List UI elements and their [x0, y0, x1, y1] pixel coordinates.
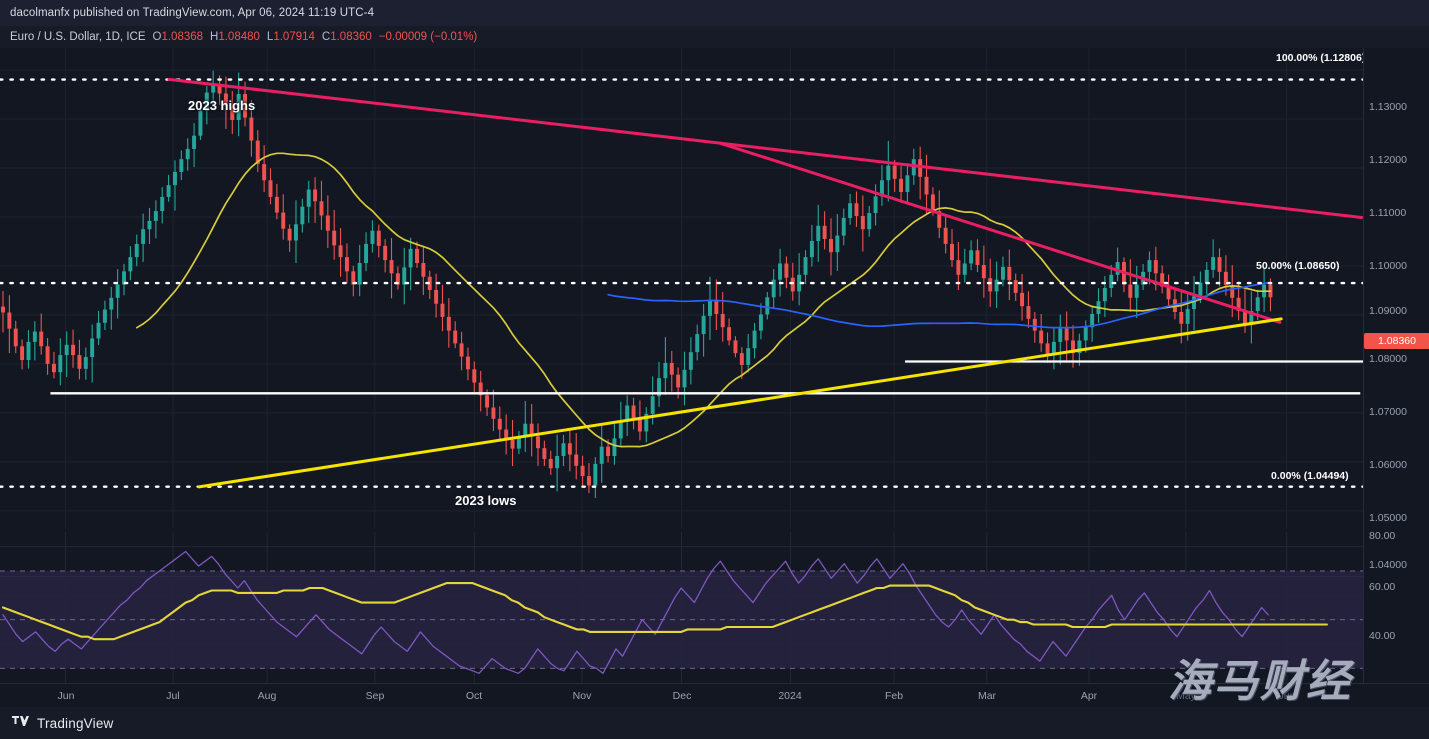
chart-plot-area[interactable]: 2023 highs 2023 lows [0, 48, 1363, 683]
price-tick-0: 1.13000 [1369, 101, 1407, 113]
rsi-tick-0: 80.00 [1369, 530, 1396, 542]
current-price-badge: 1.08360 [1364, 333, 1429, 349]
fib-label-0: 0.00% (1.04494) [1271, 470, 1349, 482]
fib-label-100: 100.00% (1.12806) [1276, 52, 1366, 64]
price-tick-1: 1.12000 [1369, 154, 1407, 166]
time-tick-feb: Feb [884, 690, 904, 702]
time-tick-2024: 2024 [778, 690, 802, 702]
price-tick-7: 1.06000 [1369, 459, 1407, 471]
symbol-legend-bar: Euro / U.S. Dollar, 1D, ICE O 1.08368 H … [0, 26, 1429, 48]
time-tick-oct: Oct [465, 690, 483, 702]
price-tick-8: 1.05000 [1369, 512, 1407, 524]
footer-bar: TradingView [0, 707, 1429, 739]
tradingview-logo-icon [12, 714, 30, 732]
price-tick-3: 1.10000 [1369, 260, 1407, 272]
symbol-title[interactable]: Euro / U.S. Dollar, 1D, ICE [10, 31, 146, 43]
time-tick-jul: Jul [166, 690, 180, 702]
price-tick-4: 1.09000 [1369, 305, 1407, 317]
time-tick-mar: Mar [977, 690, 997, 702]
attribution-text: dacolmanfx published on TradingView.com,… [10, 7, 375, 19]
rsi-tick-2: 40.00 [1369, 630, 1396, 642]
annotation-2023-highs: 2023 highs [188, 98, 256, 113]
ohlc-change: −0.00009 (−0.01%) [378, 31, 478, 43]
attribution-bar: dacolmanfx published on TradingView.com,… [0, 0, 1429, 26]
price-pane [0, 48, 1363, 528]
time-tick-apr: Apr [1080, 690, 1098, 702]
price-tick-2: 1.11000 [1369, 207, 1407, 219]
ohlc-close-value: 1.08360 [330, 31, 372, 43]
fib-label-50: 50.00% (1.08650) [1256, 260, 1340, 272]
price-tick-6: 1.07000 [1369, 406, 1407, 418]
price-scale[interactable]: 1.13000 1.12000 1.11000 1.10000 1.09000 … [1363, 48, 1429, 683]
tradingview-brand-label: TradingView [37, 715, 114, 731]
price-tick-9: 1.04000 [1369, 559, 1407, 571]
time-tick-sep: Sep [365, 690, 385, 702]
annotation-2023-lows: 2023 lows [455, 493, 517, 508]
rsi-tick-1: 60.00 [1369, 581, 1396, 593]
watermark-chinese: 海马财经 [1168, 657, 1352, 706]
price-tick-5: 1.08000 [1369, 353, 1407, 365]
ohlc-open-key: O [152, 31, 162, 43]
time-tick-aug: Aug [257, 690, 277, 702]
time-tick-jun: Jun [57, 690, 75, 702]
ohlc-high-value: 1.08480 [218, 31, 260, 43]
time-tick-nov: Nov [572, 690, 592, 702]
ohlc-open-value: 1.08368 [161, 31, 204, 43]
ohlc-close-key: C [321, 31, 331, 43]
ohlc-low-key: L [266, 31, 274, 43]
time-tick-dec: Dec [672, 690, 692, 702]
rsi-pane [0, 532, 1363, 683]
time-scale[interactable]: Jun Jul Aug Sep Oct Nov Dec 2024 Feb Mar… [0, 683, 1429, 707]
ohlc-low-value: 1.07914 [273, 31, 315, 43]
time-tick-may: May [1176, 690, 1196, 702]
ohlc-high-key: H [210, 31, 219, 43]
time-tick-jun2: Jun [1278, 690, 1296, 702]
